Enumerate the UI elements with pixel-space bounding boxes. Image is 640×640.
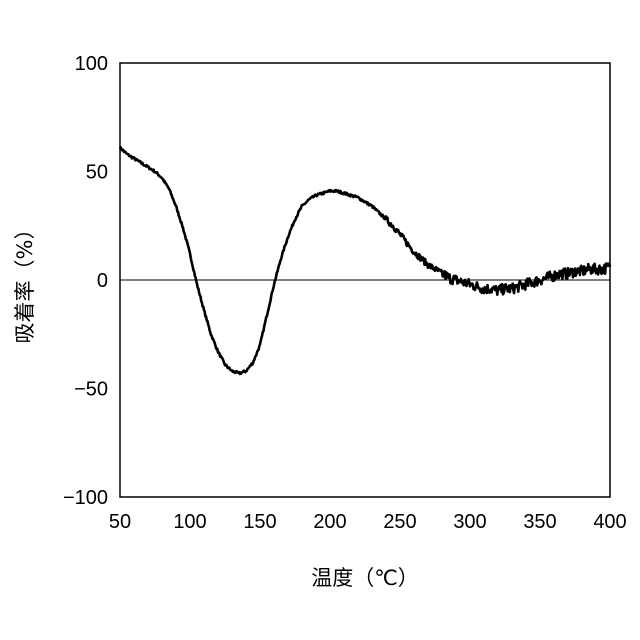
tick-labels: 50 100 150 200 250 300 350 400 100 50 0 −50 −100 [63,53,627,533]
series-layer [120,147,610,374]
x-tick-label: 250 [383,511,416,533]
y-tick-label: 50 [86,162,108,184]
x-tick-label: 50 [109,511,131,533]
x-tick-label: 200 [313,511,346,533]
x-tick-label: 350 [523,511,556,533]
y-axis-label: 吸着率（%） [13,219,37,344]
y-tick-label: −50 [74,379,108,401]
series-line [120,147,610,374]
x-tick-label: 400 [593,511,626,533]
y-tick-label: −100 [63,487,108,509]
x-tick-label: 150 [243,511,276,533]
x-axis-label: 温度（℃） [311,566,419,590]
x-tick-label: 300 [453,511,486,533]
y-tick-label: 100 [75,53,108,75]
x-tick-label: 100 [173,511,206,533]
y-tick-label: 0 [97,270,108,292]
